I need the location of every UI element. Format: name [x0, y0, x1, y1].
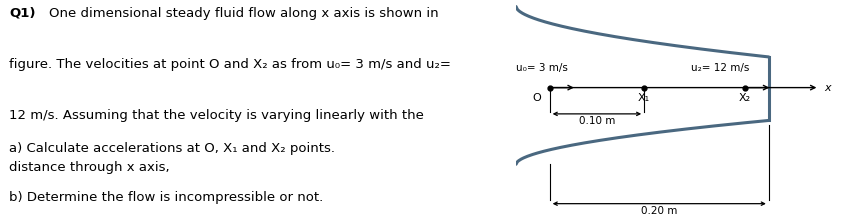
Text: figure. The velocities at point O and X₂ as from u₀= 3 m/s and u₂=: figure. The velocities at point O and X₂…	[9, 58, 451, 71]
Text: x: x	[823, 83, 830, 93]
Text: 0.10 m: 0.10 m	[578, 116, 614, 126]
Text: a) Calculate accelerations at O, X₁ and X₂ points.: a) Calculate accelerations at O, X₁ and …	[9, 142, 335, 155]
Text: 12 m/s. Assuming that the velocity is varying linearly with the: 12 m/s. Assuming that the velocity is va…	[9, 110, 423, 122]
Text: distance through x axis,: distance through x axis,	[9, 161, 170, 174]
Text: Q1): Q1)	[9, 7, 36, 19]
Text: u₀= 3 m/s: u₀= 3 m/s	[515, 63, 567, 73]
Text: X₁: X₁	[637, 93, 649, 103]
Text: 0.20 m: 0.20 m	[641, 206, 676, 216]
Text: O: O	[532, 93, 541, 103]
Text: b) Determine the flow is incompressible or not.: b) Determine the flow is incompressible …	[9, 191, 323, 203]
Text: u₂= 12 m/s: u₂= 12 m/s	[690, 63, 749, 73]
Text: X₂: X₂	[738, 93, 751, 103]
Text: One dimensional steady fluid flow along x axis is shown in: One dimensional steady fluid flow along …	[49, 7, 438, 19]
